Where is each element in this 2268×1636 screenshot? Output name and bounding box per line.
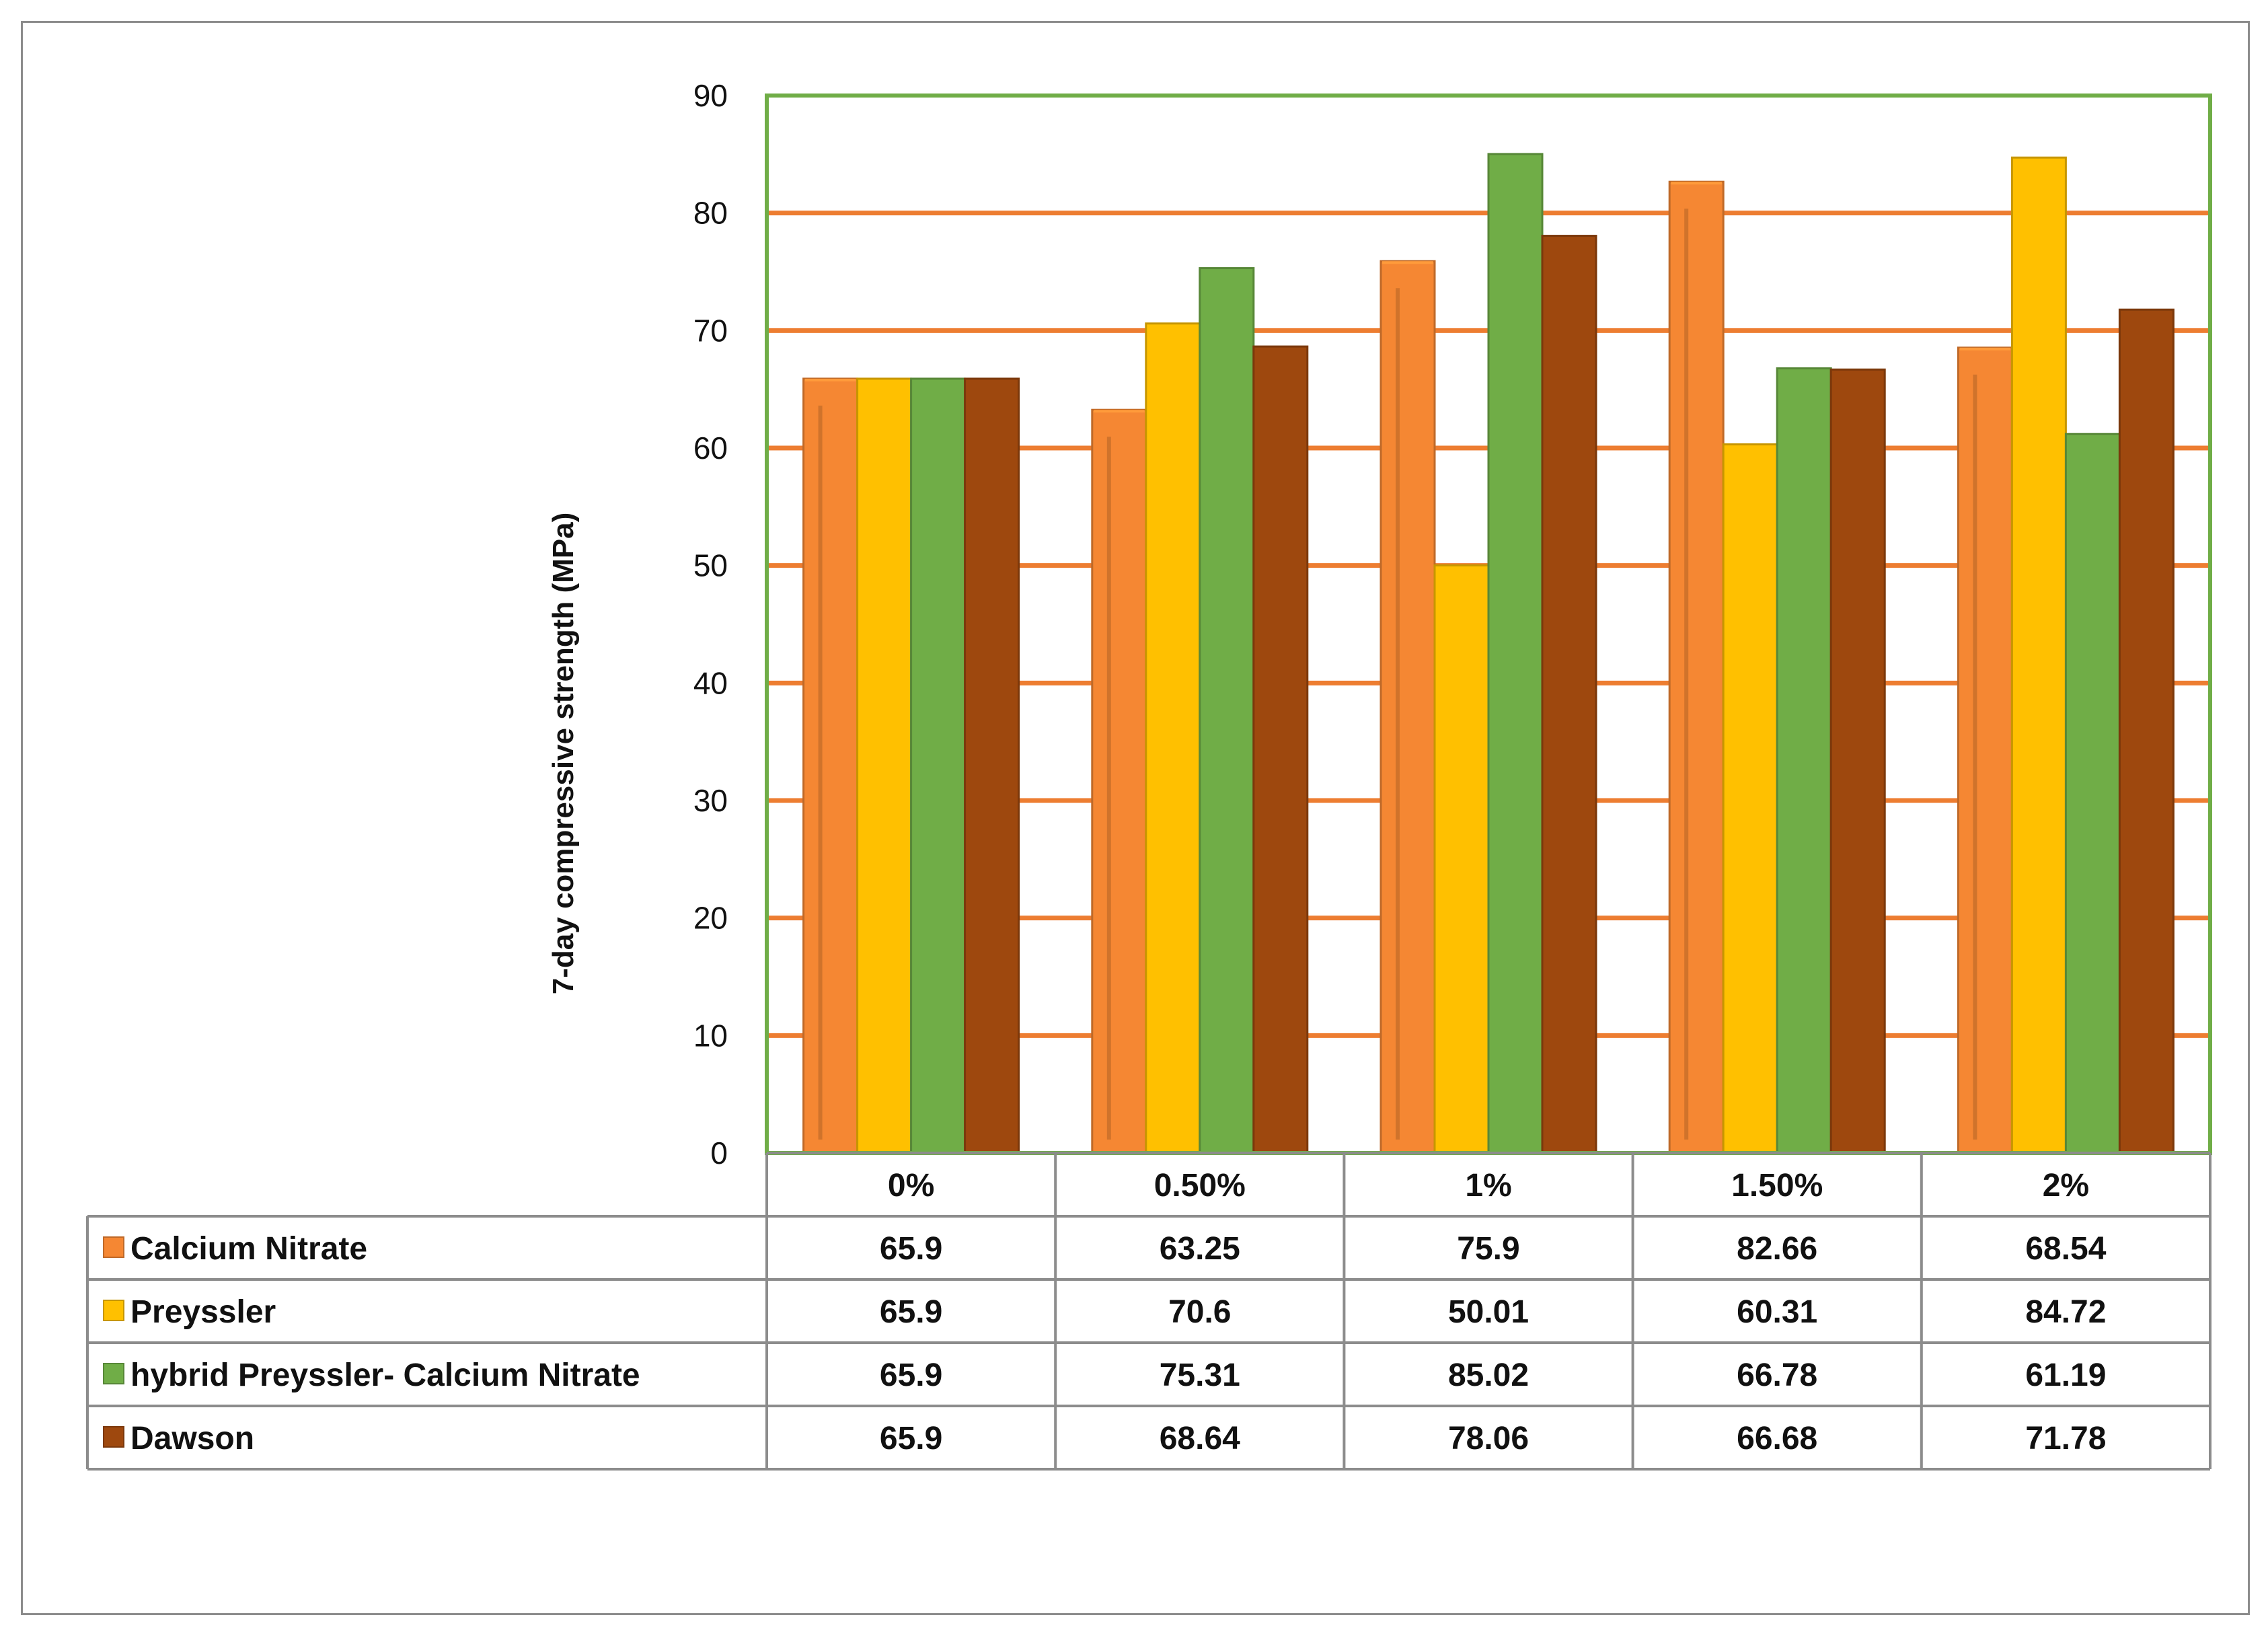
- data-label: 63.25: [1160, 1231, 1240, 1267]
- legend-label: hybrid Preyssler- Calcium Nitrate: [130, 1358, 640, 1393]
- data-label: 75.31: [1160, 1358, 1240, 1393]
- data-label: 60.31: [1737, 1294, 1817, 1330]
- data-label: 66.68: [1737, 1421, 1817, 1456]
- bar: [1433, 564, 1490, 1154]
- legend-swatch: [103, 1363, 124, 1384]
- bar-fill: [1957, 346, 2013, 1154]
- data-label: 65.9: [880, 1294, 942, 1330]
- y-axis-label: 7-day compressive strength (MPa): [547, 513, 580, 994]
- x-tick-label: 1.50%: [1731, 1168, 1823, 1203]
- bar-fill: [2010, 156, 2067, 1154]
- bar-fill: [1776, 367, 1832, 1154]
- bar: [1722, 443, 1778, 1154]
- bar-bevel: [1396, 288, 1400, 1140]
- bar: [1091, 408, 1147, 1154]
- bar-fill: [1668, 180, 1725, 1154]
- data-table: 0% 0.50% 1% 1.50% 2% Calcium Nitrate 65.9 63.25…: [86, 1152, 2212, 1471]
- bar-fill: [1722, 443, 1778, 1154]
- legend-swatch: [103, 1236, 124, 1258]
- y-tick-label: 50: [693, 548, 728, 583]
- bar-fill: [1252, 345, 1309, 1154]
- bar: [1145, 322, 1201, 1154]
- y-tick-label: 80: [693, 196, 728, 231]
- bar: [964, 377, 1020, 1154]
- bar: [1252, 345, 1309, 1154]
- x-tick-label: 1%: [1465, 1168, 1511, 1203]
- bars: [802, 153, 2175, 1154]
- bar: [2064, 433, 2121, 1154]
- bar-bevel: [1684, 209, 1689, 1140]
- y-tick-label: 10: [693, 1018, 728, 1053]
- y-tick-label: 60: [693, 431, 728, 466]
- y-tick-label: 30: [693, 783, 728, 818]
- legend-label: Preyssler: [130, 1294, 276, 1330]
- data-label: 68.64: [1160, 1421, 1240, 1456]
- bar: [1829, 368, 1886, 1154]
- bar: [1541, 235, 1597, 1154]
- bar-bevel: [818, 405, 823, 1140]
- bar-bevel: [1106, 437, 1111, 1140]
- legend-swatch: [103, 1426, 124, 1448]
- bar: [1487, 153, 1544, 1154]
- bar-fill: [910, 377, 967, 1154]
- bar: [910, 377, 967, 1154]
- bar-fill: [1091, 408, 1147, 1154]
- y-tick-label: 90: [693, 78, 728, 113]
- bar: [2118, 308, 2175, 1154]
- data-label: 84.72: [2025, 1294, 2106, 1330]
- bar-fill: [1487, 153, 1544, 1154]
- bar-fill: [1829, 368, 1886, 1154]
- y-tick-label: 0: [710, 1136, 728, 1170]
- bar-fill: [2118, 308, 2175, 1154]
- x-tick-label: 0.50%: [1154, 1168, 1246, 1203]
- data-label: 61.19: [2025, 1358, 2106, 1393]
- bar-fill: [2064, 433, 2121, 1154]
- bar-fill: [964, 377, 1020, 1154]
- data-label: 82.66: [1737, 1231, 1817, 1267]
- bar-fill: [1541, 235, 1597, 1154]
- data-label: 50.01: [1448, 1294, 1529, 1330]
- x-tick-label: 0%: [888, 1168, 934, 1203]
- data-label: 65.9: [880, 1231, 942, 1267]
- data-label: 66.78: [1737, 1358, 1817, 1393]
- data-label: 65.9: [880, 1421, 942, 1456]
- data-label: 71.78: [2025, 1421, 2106, 1456]
- bar: [1199, 267, 1255, 1154]
- x-tick-label: 2%: [2043, 1168, 2089, 1203]
- bar-fill: [1199, 267, 1255, 1154]
- legend-label: Dawson: [130, 1421, 254, 1456]
- figure-frame: [21, 21, 2250, 1615]
- bar-fill: [1433, 564, 1490, 1154]
- data-label: 65.9: [880, 1358, 942, 1393]
- data-label: 68.54: [2025, 1231, 2106, 1267]
- bar-bevel: [1973, 374, 1977, 1140]
- bar: [1379, 260, 1436, 1154]
- y-tick-label: 70: [693, 313, 728, 348]
- bar-fill: [1379, 260, 1436, 1154]
- y-tick-label: 20: [693, 901, 728, 936]
- bar-fill: [1145, 322, 1201, 1154]
- bar: [1668, 180, 1725, 1154]
- legend-label: Calcium Nitrate: [130, 1231, 367, 1267]
- data-label: 85.02: [1448, 1358, 1529, 1393]
- y-tick-label: 40: [693, 665, 728, 700]
- data-label: 70.6: [1168, 1294, 1231, 1330]
- data-label: 78.06: [1448, 1421, 1529, 1456]
- bar-fill: [856, 377, 913, 1154]
- bar: [856, 377, 913, 1154]
- bar: [1957, 346, 2013, 1154]
- data-label: 75.9: [1457, 1231, 1519, 1267]
- bar: [1776, 367, 1832, 1154]
- bar-fill: [802, 377, 859, 1154]
- bar: [2010, 156, 2067, 1154]
- legend-swatch: [103, 1300, 124, 1321]
- bar: [802, 377, 859, 1154]
